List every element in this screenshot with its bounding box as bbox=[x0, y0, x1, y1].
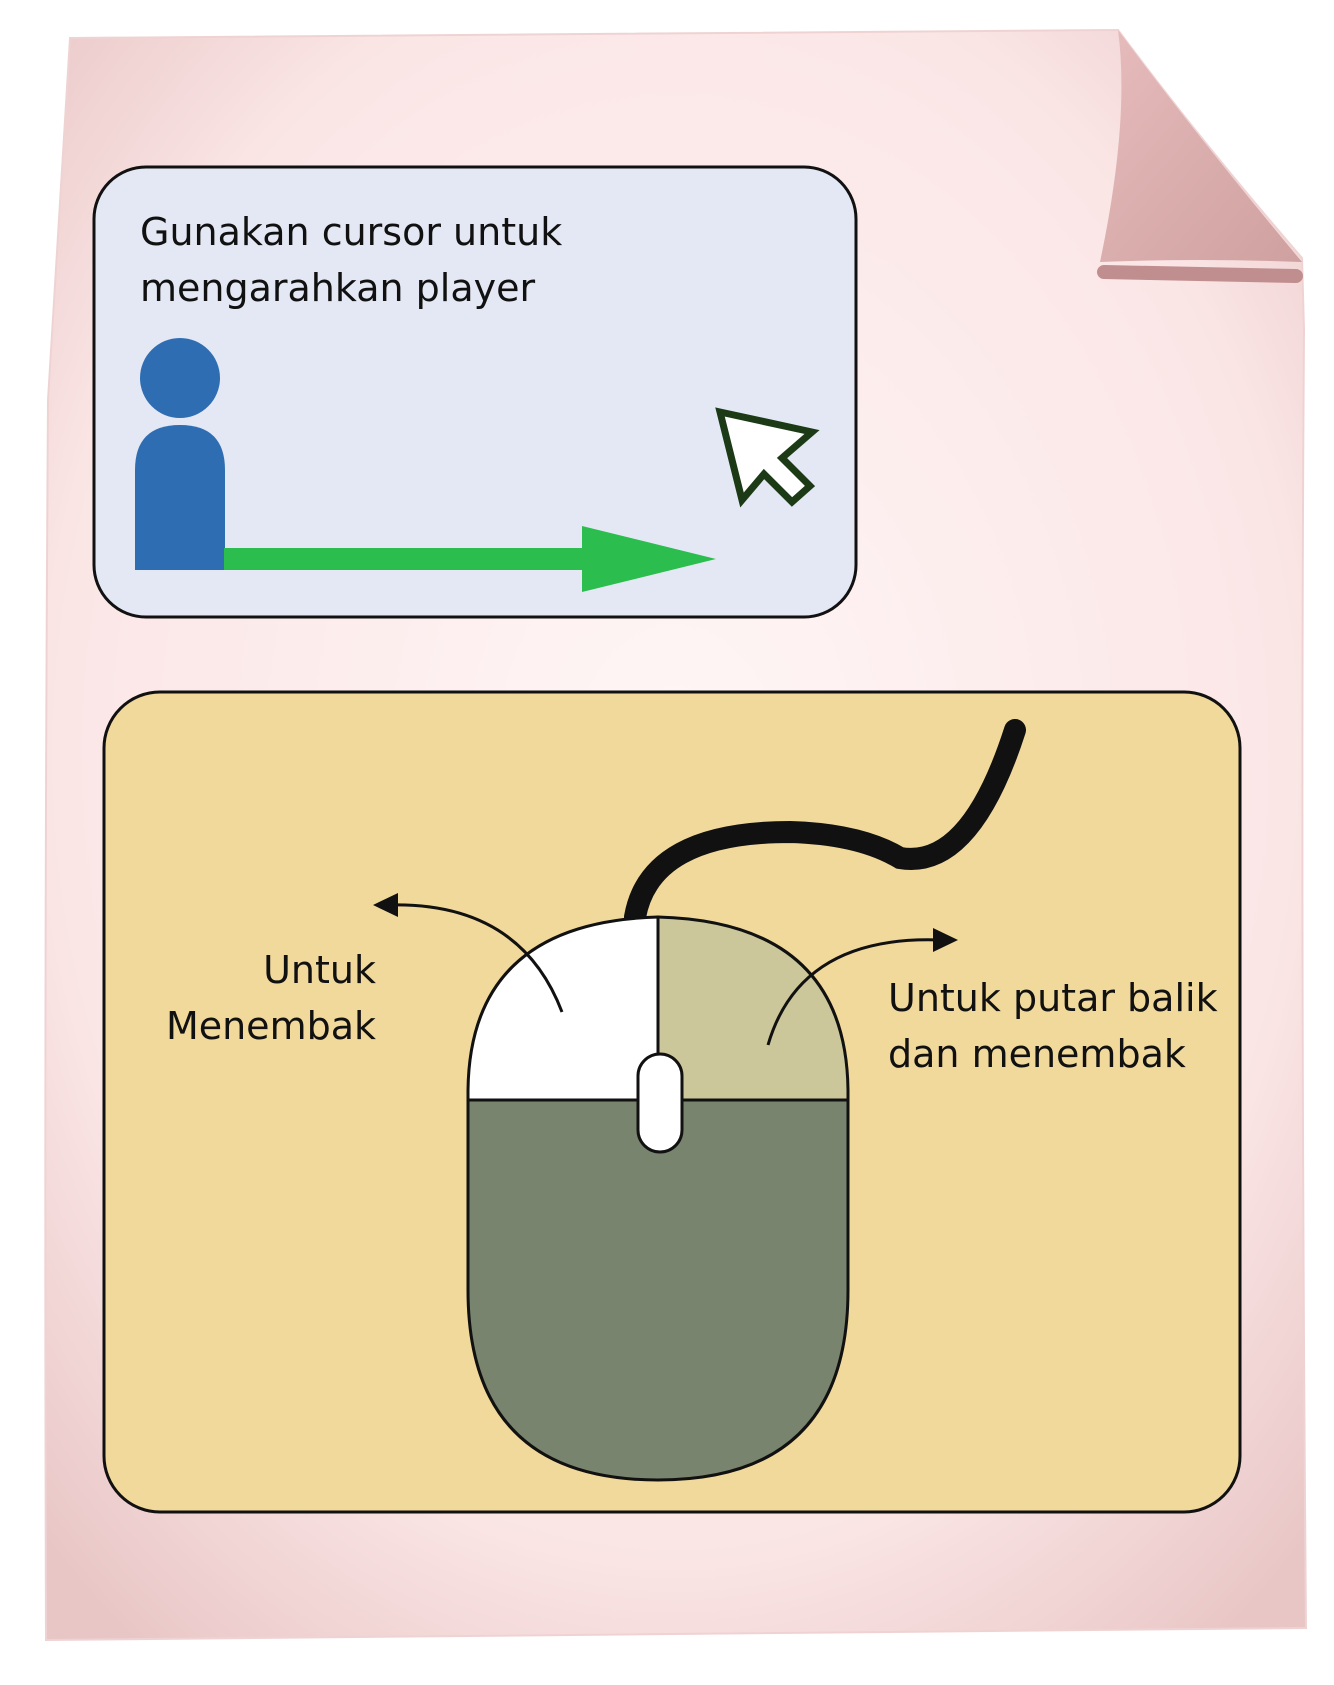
cursor-instruction-line-1: Gunakan cursor untuk bbox=[140, 210, 563, 254]
cursor-panel bbox=[92, 165, 858, 619]
direction-arrow-icon bbox=[224, 526, 716, 592]
mouse-left-button bbox=[466, 915, 660, 1102]
right-click-label-line-2: dan menembak bbox=[888, 1032, 1186, 1076]
paper-curl bbox=[1100, 30, 1302, 262]
right-click-label-line-1: Untuk putar balik bbox=[888, 976, 1218, 1020]
paper-curl-edge bbox=[1097, 265, 1303, 283]
cursor-instruction-line-2: mengarahkan player bbox=[140, 266, 536, 310]
mouse-body bbox=[466, 1098, 850, 1482]
left-click-label-line-1: Untuk bbox=[263, 948, 376, 992]
mouse-cable bbox=[624, 719, 1026, 928]
cursor-instruction-text: Gunakan cursor untuk mengarahkan player bbox=[140, 204, 562, 316]
mouse-right-button bbox=[656, 915, 850, 1102]
left-pointer-arrow-icon bbox=[373, 893, 564, 1013]
person-icon bbox=[135, 338, 225, 570]
cursor-arrow-icon bbox=[715, 407, 820, 508]
left-click-label: Untuk Menembak bbox=[150, 942, 376, 1054]
right-pointer-arrow-icon bbox=[766, 928, 958, 1046]
right-click-label: Untuk putar balik dan menembak bbox=[888, 970, 1218, 1082]
left-click-label-line-2: Menembak bbox=[165, 1004, 376, 1048]
mouse-icon bbox=[466, 915, 850, 1482]
mouse-scroll-wheel bbox=[636, 1052, 684, 1154]
